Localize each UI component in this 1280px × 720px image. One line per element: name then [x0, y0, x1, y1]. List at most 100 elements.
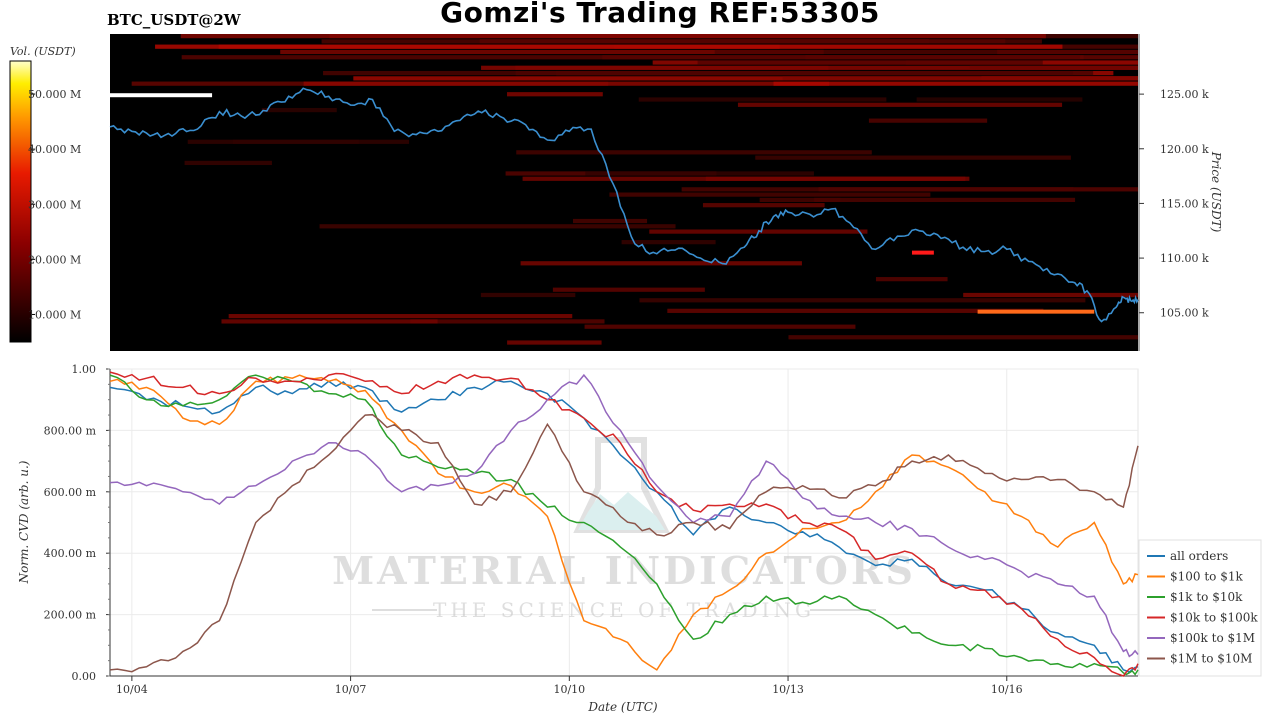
price-tick-label: 105.00 k	[1160, 307, 1209, 320]
heatmap-band	[261, 107, 337, 113]
heatmap-hot-band	[110, 93, 213, 98]
heatmap-band	[180, 34, 1046, 39]
legend-entry: $10k to $100k	[1170, 611, 1258, 625]
cvd-y-tick-label: 200.00 m	[44, 609, 97, 622]
cvd-x-tick-label: 10/13	[772, 683, 804, 696]
heatmap-hot-band	[911, 250, 934, 255]
cvd-x-tick-label: 10/16	[991, 683, 1023, 696]
heatmap-band	[181, 55, 1081, 60]
cvd-panel: MATERIAL INDICATORS THE SCIENCE OF TRADI…	[17, 363, 1139, 714]
heatmap-band	[228, 314, 573, 319]
heatmap-band	[969, 65, 1138, 70]
heatmap-band	[520, 261, 802, 266]
heatmap-band	[916, 97, 1083, 102]
colorbar-tick-label: 30.000 M	[28, 198, 81, 211]
cvd-series-line-2	[109, 374, 1139, 676]
heatmap-band	[353, 76, 1139, 81]
cvd-x-tick-label: 10/04	[116, 683, 148, 696]
price-tick-label: 110.00 k	[1160, 252, 1209, 265]
cvd-x-tick-label: 10/10	[553, 683, 585, 696]
heatmap-band	[702, 203, 825, 208]
heatmap-band	[639, 298, 1086, 303]
heatmap-band	[218, 44, 780, 49]
cvd-series-line-1	[109, 374, 1139, 671]
heatmap-band	[221, 319, 438, 324]
heatmap-band	[319, 224, 676, 229]
cvd-series-line-4	[109, 373, 1139, 658]
cvd-series-line-0	[109, 379, 1139, 673]
legend-box	[1138, 539, 1262, 677]
heatmap-band	[737, 102, 1063, 107]
heatmap-band	[638, 97, 887, 102]
price-tick-label: 120.00 k	[1160, 143, 1209, 156]
heatmap-band	[584, 324, 856, 329]
heatmap-band	[788, 335, 1138, 340]
heatmap-band	[303, 81, 830, 86]
cvd-x-tick-label: 10/07	[335, 683, 367, 696]
heatmap-band	[875, 277, 948, 282]
price-axis-label: Price (USDT)	[1209, 151, 1223, 233]
legend: all orders $100 to $1k $1k to $10k $10k to …	[1138, 539, 1262, 677]
cvd-y-tick-label: 400.00 m	[44, 547, 97, 560]
heatmap-band	[609, 192, 931, 197]
page-title: Gomzi's Trading REF:53305	[440, 0, 880, 29]
heatmap-panel: 125.00 k 120.00 k 115.00 k 110.00 k 105.00 k…	[109, 34, 1223, 351]
heatmap-band	[868, 118, 988, 123]
heatmap-band	[323, 70, 1094, 76]
legend-entry: $1k to $10k	[1170, 590, 1243, 604]
heatmap-band	[681, 187, 1074, 192]
watermark-mountain-icon	[578, 492, 665, 530]
pair-label: BTC_USDT@2W	[107, 11, 241, 29]
heatmap-band	[782, 76, 1138, 81]
heatmap-band	[480, 292, 576, 298]
heatmap-band	[507, 92, 603, 97]
heatmap-band	[697, 60, 1043, 65]
heatmap-band	[516, 150, 872, 155]
heatmap-band	[507, 340, 602, 345]
heatmap-band	[997, 49, 1138, 55]
cvd-y-tick-label: 600.00 m	[44, 486, 97, 499]
heatmap-band	[585, 171, 814, 176]
heatmap-band	[773, 81, 1138, 86]
legend-entry: $100 to $1k	[1170, 570, 1243, 584]
heatmap-band	[522, 176, 970, 181]
colorbar-tick-label: 10.000 M	[28, 308, 81, 321]
watermark: MATERIAL INDICATORS THE SCIENCE OF TRADI…	[332, 437, 916, 622]
cvd-axis-label: Norm. CVD (arb. u.)	[17, 460, 31, 584]
heatmap-band	[759, 197, 841, 203]
date-axis-label: Date (UTC)	[587, 700, 657, 714]
price-tick-label: 125.00 k	[1160, 88, 1209, 101]
colorbar-gradient	[9, 60, 32, 343]
legend-entry: $1M to $10M	[1170, 652, 1252, 666]
heatmap-band	[963, 292, 1138, 298]
cvd-y-tick-label: 1.00	[72, 363, 97, 376]
heatmap-band	[667, 308, 1044, 313]
heatmap-band	[280, 49, 824, 55]
heatmap-band	[481, 65, 1138, 70]
price-line	[109, 87, 1139, 323]
cvd-series-line-5	[109, 413, 1139, 673]
heatmap-band	[814, 197, 1076, 203]
legend-entry: $100k to $1M	[1170, 631, 1255, 645]
colorbar-tick-label: 50.000 M	[28, 88, 81, 101]
heatmap-band	[187, 139, 410, 144]
heatmap-band	[755, 155, 1071, 160]
colorbar-tick-label: 20.000 M	[28, 253, 81, 266]
watermark-title: MATERIAL INDICATORS	[332, 548, 916, 593]
cvd-y-tick-label: 0.00	[72, 670, 97, 683]
heatmap-band	[572, 218, 648, 224]
colorbar: Vol. (USDT) 50.000 M 40.000 M 30.000 M 20.0…	[9, 45, 81, 343]
heatmap-band	[321, 39, 1042, 44]
cvd-series-line-3	[109, 371, 1139, 677]
watermark-subtitle: THE SCIENCE OF TRADING	[433, 598, 815, 622]
heatmap-hot-band	[977, 309, 1095, 314]
cvd-y-tick-label: 800.00 m	[44, 424, 97, 437]
legend-entry: all orders	[1170, 549, 1228, 563]
heatmap-band	[621, 240, 716, 245]
price-tick-label: 115.00 k	[1160, 197, 1209, 210]
heatmap-band	[410, 319, 605, 324]
heatmap-band	[184, 160, 272, 166]
colorbar-label: Vol. (USDT)	[10, 45, 76, 58]
